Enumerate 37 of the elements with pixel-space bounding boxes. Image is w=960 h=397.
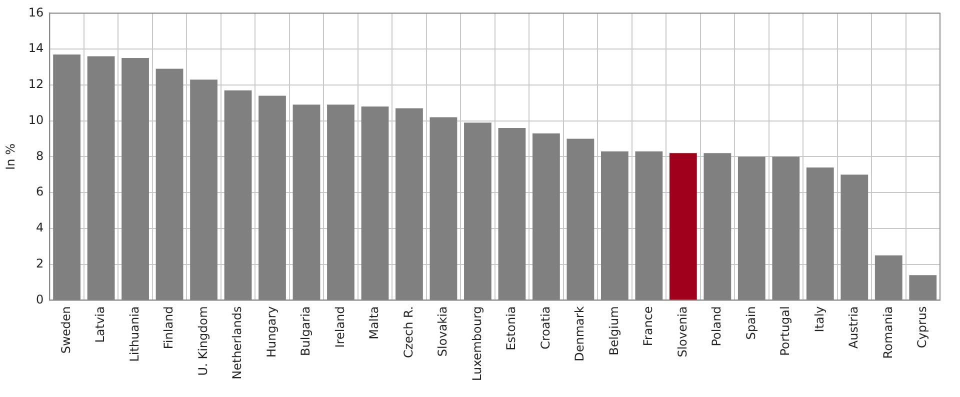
x-tick-label: Poland bbox=[710, 306, 724, 346]
x-tick-label: Lithuania bbox=[127, 306, 142, 362]
x-tick-label: Ireland bbox=[332, 306, 347, 348]
x-tick-label: Austria bbox=[846, 306, 861, 349]
x-tick-label: France bbox=[641, 306, 656, 346]
y-tick-label: 0 bbox=[36, 292, 44, 306]
y-tick-label: 2 bbox=[36, 256, 44, 270]
y-tick-label: 6 bbox=[36, 184, 44, 199]
x-tick-label: Sweden bbox=[58, 306, 73, 354]
x-tick-label: Belgium bbox=[606, 306, 621, 356]
y-tick-label: 14 bbox=[28, 41, 44, 56]
x-tick-label: Estonia bbox=[504, 306, 518, 350]
x-tick-label: Cyprus bbox=[915, 306, 930, 348]
x-tick-label: Bulgaria bbox=[298, 306, 313, 356]
y-axis-title: In % bbox=[3, 144, 18, 170]
x-tick-label: Slovakia bbox=[436, 306, 450, 357]
x-tick-label: Finland bbox=[162, 306, 176, 350]
x-tick-label: Slovenia bbox=[675, 306, 690, 358]
y-tick-label: 16 bbox=[28, 5, 44, 20]
y-tick-label: 4 bbox=[36, 220, 44, 235]
x-tick-label: Spain bbox=[744, 306, 758, 340]
bar bbox=[669, 153, 697, 300]
x-tick-label: Netherlands bbox=[230, 306, 244, 380]
x-tick-label: Czech R. bbox=[401, 306, 416, 358]
x-tick-label: Romania bbox=[880, 306, 895, 359]
y-tick-label: 10 bbox=[28, 112, 44, 127]
x-tick-label: Italy bbox=[812, 306, 826, 332]
x-tick-label: U. Kingdom bbox=[196, 306, 210, 376]
x-tick-label: Portugal bbox=[778, 306, 792, 356]
x-tick-label: Hungary bbox=[264, 306, 278, 358]
y-tick-label: 12 bbox=[28, 77, 44, 92]
y-tick-label: 8 bbox=[36, 148, 44, 163]
x-tick-label: Malta bbox=[367, 306, 382, 340]
x-tick-label: Luxembourg bbox=[470, 306, 484, 382]
x-tick-label: Latvia bbox=[93, 306, 108, 343]
x-tick-label: Croatia bbox=[538, 306, 552, 350]
x-tick-label: Denmark bbox=[572, 306, 587, 362]
